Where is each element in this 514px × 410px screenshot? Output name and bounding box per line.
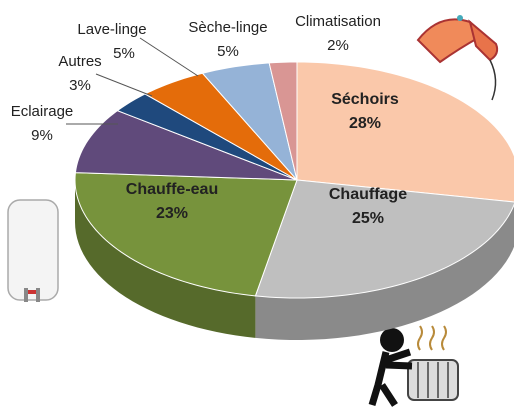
pie-slice	[254, 179, 514, 299]
slice-label: Sèche-linge	[188, 19, 267, 36]
leader-line	[139, 37, 199, 77]
slice-label: Climatisation	[295, 13, 381, 30]
pie-slice	[201, 62, 298, 181]
pie-side	[75, 180, 256, 338]
pie-slice	[296, 61, 514, 203]
pie-slice	[74, 110, 298, 181]
pie-side	[255, 204, 514, 340]
slice-label: Chauffe-eau	[126, 181, 218, 198]
radiator-person-icon	[368, 325, 459, 407]
slice-value-label: 23%	[156, 205, 188, 222]
pie-tops	[74, 61, 514, 299]
slice-value-label: 5%	[113, 45, 135, 62]
slice-value-label: 5%	[217, 43, 239, 60]
pie-slice	[268, 61, 298, 181]
slice-value-label: 9%	[31, 127, 53, 144]
pie-sides	[75, 180, 514, 340]
slice-label: Lave-linge	[77, 21, 146, 38]
slice-label: Autres	[58, 53, 101, 70]
water-heater-icon	[7, 199, 59, 302]
slice-label: Séchoirs	[331, 91, 399, 108]
pie-slice	[74, 172, 298, 297]
slice-value-label: 25%	[352, 210, 384, 227]
slice-label: Chauffage	[329, 186, 407, 203]
leader-line	[95, 73, 153, 97]
slice-value-label: 2%	[327, 37, 349, 54]
slice-value-label: 3%	[69, 77, 91, 94]
slice-label: Eclairage	[11, 103, 74, 120]
slice-value-label: 28%	[349, 115, 381, 132]
pie-slice	[116, 93, 298, 181]
hair-dryer-icon	[416, 15, 499, 101]
